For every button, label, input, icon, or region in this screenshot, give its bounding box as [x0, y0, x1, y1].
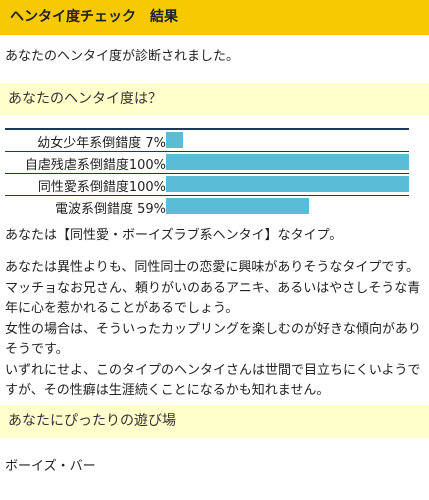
stat-label: 同性愛系倒錯度: [37, 180, 129, 195]
stat-bar-fill: [166, 198, 310, 214]
stat-row: 幼女少年系倒錯度 7%: [5, 130, 409, 152]
section-playground: あなたにぴったりの遊び場: [0, 405, 429, 438]
stat-percent: 7%: [141, 136, 166, 151]
stat-bar-fill: [166, 132, 183, 148]
section-hentai-level: あなたのヘンタイ度は？: [0, 83, 429, 115]
stat-percent: 59%: [132, 202, 166, 217]
stat-row: 同性愛系倒錯度100%: [5, 174, 409, 196]
stat-bar-track: [166, 132, 409, 148]
result-header: ヘンタイ度チェック 結果: [0, 0, 429, 35]
playground-text: ボーイズ・バー: [5, 459, 96, 474]
stats-top-rule: [5, 128, 409, 130]
description-line: マッチョなお兄さん、頼りがいのあるアニキ、あるいはやさしそうな青: [5, 280, 421, 296]
type-result-text: あなたは【同性愛・ボーイズラブ系ヘンタイ】なタイプ。: [5, 228, 343, 243]
description-line: あなたは異性よりも、同性同士の恋愛に興味がありそうなタイプです。: [5, 260, 420, 275]
stat-bar-fill: [166, 154, 409, 170]
stats-table: 幼女少年系倒錯度 7% 自虐残虐系倒錯度100% 同性愛系倒錯度100% 電波系…: [5, 128, 409, 217]
stat-row: 電波系倒錯度 59%: [5, 196, 409, 217]
stat-bar-track: [166, 176, 409, 192]
stat-bar-track: [166, 154, 409, 170]
stat-bar-track: [166, 198, 409, 214]
header-subtitle: 結果: [150, 9, 178, 25]
header-title: ヘンタイ度チェック: [10, 9, 136, 25]
stat-label: 電波系倒錯度: [54, 202, 133, 217]
section-hentai-level-title: あなたのヘンタイ度は？: [8, 91, 162, 107]
section-playground-title: あなたにぴったりの遊び場: [8, 413, 176, 429]
stat-percent: 100%: [128, 158, 166, 173]
stat-label: 自虐残虐系倒錯度: [24, 158, 129, 173]
type-description: あなたは異性よりも、同性同士の恋愛に興味がありそうなタイプです。 マッチョなお兄…: [5, 258, 422, 402]
stat-bar-fill: [166, 176, 409, 192]
description-line: すが、その性癖は生涯続くことになるかも知れません。: [5, 383, 330, 398]
description-line: 女性の場合は、そういったカップリングを楽しむのが好きな傾向があり: [5, 321, 422, 337]
description-line: いずれにせよ、このタイプのヘンタイさんは世間で目立ちにくいようで: [5, 362, 421, 378]
stat-label: 幼女少年系倒錯度: [37, 136, 142, 151]
stat-percent: 100%: [128, 180, 166, 195]
intro-text: あなたのヘンタイ度が診断されました。: [5, 49, 240, 64]
description-line: そうです。: [5, 342, 69, 357]
description-line: 年に心を惹かれることがあるでしょう。: [5, 301, 239, 316]
stat-row: 自虐残虐系倒錯度100%: [5, 152, 409, 174]
